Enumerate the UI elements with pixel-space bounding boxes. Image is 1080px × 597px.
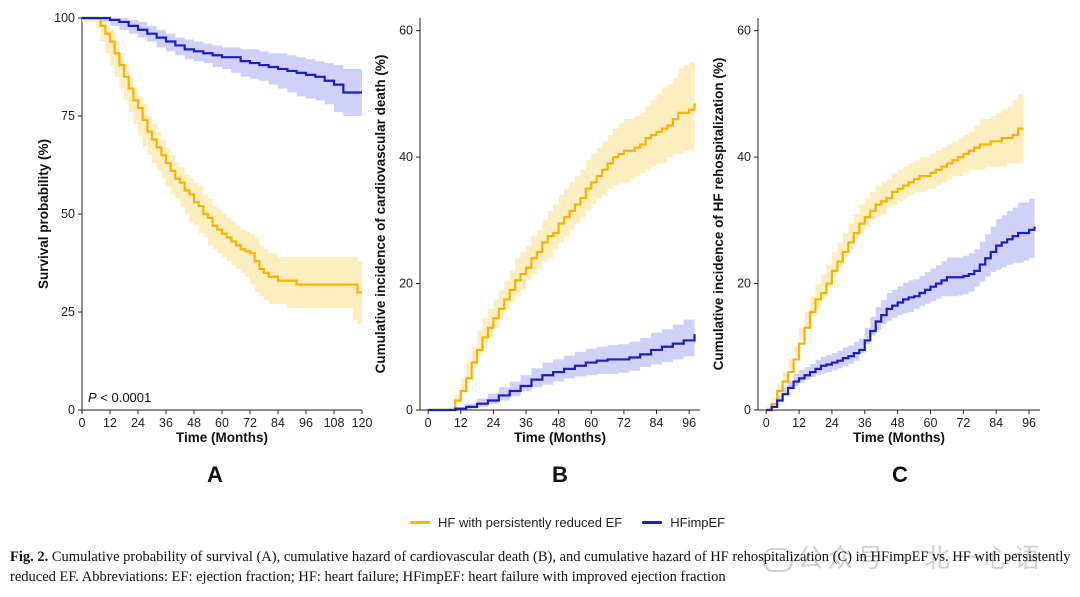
ci-band-hfref bbox=[428, 62, 695, 411]
y-tick-label: 20 bbox=[737, 277, 751, 291]
legend-item-hfimpef: HFimpEF bbox=[642, 515, 725, 530]
series-line-hfref bbox=[428, 103, 696, 412]
legend-swatch-hfimpef bbox=[642, 520, 663, 524]
y-tick-label: 40 bbox=[737, 150, 751, 164]
ci-band-hfimpef bbox=[82, 18, 362, 116]
x-tick-label: 84 bbox=[650, 416, 664, 430]
y-tick-label: 0 bbox=[744, 403, 751, 417]
ci-band-hfimpef bbox=[428, 312, 695, 410]
panel-label-a: A bbox=[207, 462, 223, 487]
y-axis-label: Survival probability (%) bbox=[36, 139, 51, 289]
x-tick-label: 0 bbox=[425, 416, 432, 430]
panel-c: 0 20 40 60 0 12 24 36 48 60 72 84 96 Time (Months) Cum… bbox=[711, 18, 1040, 487]
ci-band-hfref bbox=[82, 18, 362, 324]
legend-label-hfref: HF with persistently reduced EF bbox=[438, 514, 623, 530]
x-tick-label: 84 bbox=[271, 416, 285, 430]
figure-caption: Fig. 2. Cumulative probability of surviv… bbox=[10, 547, 1072, 587]
x-tick-label: 36 bbox=[159, 416, 173, 430]
legend-item-hfref: HF with persistently reduced EF bbox=[410, 515, 622, 530]
x-tick-label: 48 bbox=[187, 416, 201, 430]
x-tick-label: 12 bbox=[454, 416, 468, 430]
legend-label-hfimpef: HFimpEF bbox=[670, 514, 726, 530]
panel-label-b: B bbox=[552, 462, 568, 487]
y-axis-label: Cumulative incidence of HF rehospitaliza… bbox=[711, 58, 726, 371]
watermark: 公众号 · 北一心语 bbox=[763, 538, 1044, 575]
x-tick-label: 108 bbox=[324, 416, 345, 430]
y-axis-label: Cumulative incidence of cardiovascular d… bbox=[373, 55, 388, 374]
watermark-text: 公众号 · 北一心语 bbox=[797, 544, 1044, 574]
y-tick-label: 50 bbox=[61, 207, 75, 221]
x-tick-label: 96 bbox=[682, 416, 696, 430]
x-tick-label: 60 bbox=[924, 416, 938, 430]
x-tick-label: 12 bbox=[103, 416, 117, 430]
y-tick-label: 20 bbox=[399, 277, 413, 291]
x-tick-label: 24 bbox=[825, 416, 839, 430]
p-value-annotation: P < 0.0001 bbox=[88, 390, 151, 405]
ci-band-hfref bbox=[766, 93, 1024, 410]
x-axis-label: Time (Months) bbox=[853, 430, 945, 445]
x-tick-label: 60 bbox=[215, 416, 229, 430]
x-tick-label: 0 bbox=[763, 416, 770, 430]
panel-b: 0 20 40 60 0 12 24 36 48 60 72 84 96 Time (Months) Cum… bbox=[373, 18, 700, 487]
x-tick-label: 12 bbox=[792, 416, 806, 430]
y-tick-label: 0 bbox=[406, 403, 413, 417]
x-tick-label: 72 bbox=[243, 416, 257, 430]
x-tick-label: 48 bbox=[891, 416, 905, 430]
series-line-hfref bbox=[82, 16, 362, 294]
x-tick-label: 96 bbox=[299, 416, 313, 430]
x-tick-label: 72 bbox=[617, 416, 631, 430]
x-tick-label: 36 bbox=[519, 416, 533, 430]
y-tick-label: 75 bbox=[61, 109, 75, 123]
x-tick-label: 48 bbox=[552, 416, 566, 430]
caption-text: Cumulative probability of survival (A), … bbox=[10, 549, 1071, 585]
legend-swatch-hfref bbox=[410, 520, 430, 524]
x-axis-label: Time (Months) bbox=[514, 430, 606, 445]
caption-lead: Fig. 2. bbox=[10, 549, 49, 565]
x-tick-label: 60 bbox=[584, 416, 598, 430]
panel-a: 0 25 50 75 100 0 12 24 36 48 60 72 84 96 108 120 Time (M… bbox=[36, 11, 372, 487]
series-line-hfref bbox=[766, 127, 1024, 412]
x-tick-label: 24 bbox=[131, 416, 145, 430]
x-tick-label: 36 bbox=[858, 416, 872, 430]
y-tick-label: 60 bbox=[737, 24, 751, 38]
panel-label-c: C bbox=[892, 462, 908, 487]
series-line-hfimpef bbox=[82, 16, 362, 94]
y-tick-label: 100 bbox=[54, 11, 75, 25]
x-tick-label: 96 bbox=[1022, 416, 1036, 430]
x-tick-label: 84 bbox=[989, 416, 1003, 430]
legend: HF with persistently reduced EF HFimpEF bbox=[410, 512, 745, 532]
wechat-icon bbox=[763, 547, 794, 572]
x-axis-label: Time (Months) bbox=[176, 430, 268, 445]
y-tick-label: 40 bbox=[399, 150, 413, 164]
series-line-hfimpef bbox=[766, 226, 1036, 412]
y-tick-label: 25 bbox=[61, 305, 75, 319]
series-line-hfimpef bbox=[428, 334, 696, 412]
x-tick-label: 0 bbox=[79, 416, 86, 430]
x-tick-label: 72 bbox=[956, 416, 970, 430]
x-tick-label: 24 bbox=[486, 416, 500, 430]
y-tick-label: 0 bbox=[68, 403, 75, 417]
x-tick-label: 120 bbox=[352, 416, 373, 430]
y-tick-label: 60 bbox=[399, 24, 413, 38]
